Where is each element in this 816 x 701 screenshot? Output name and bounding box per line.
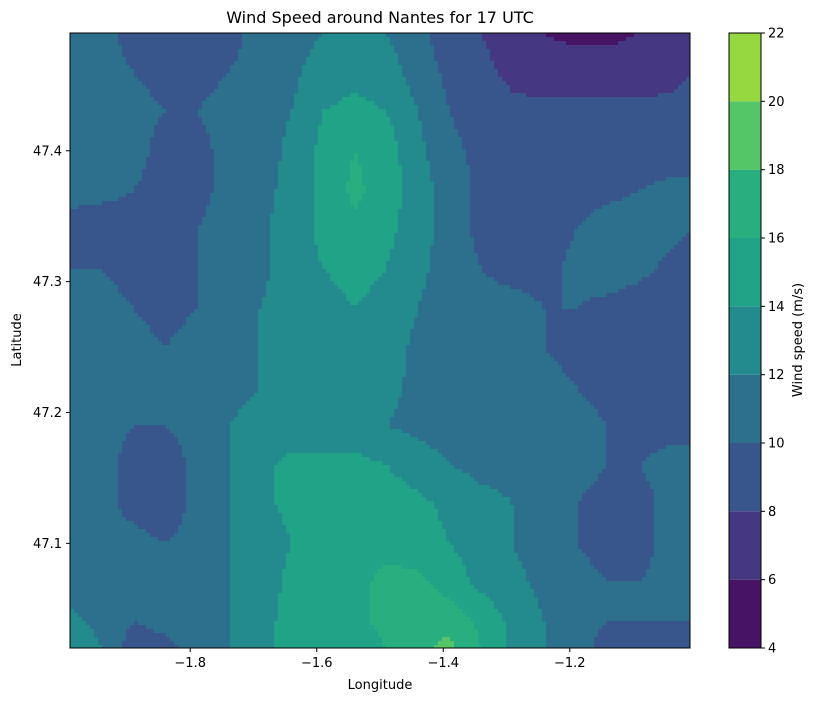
x-tick-label: −1.2: [554, 656, 586, 671]
y-tick-label: 47.3: [33, 275, 62, 290]
colorbar-segment: [729, 101, 761, 170]
colorbar-segment: [729, 33, 761, 102]
colorbar-segment: [729, 579, 761, 648]
colorbar-segment: [729, 374, 761, 443]
contour-band-14-16: [274, 93, 506, 648]
contour-band-10-12: [70, 33, 690, 648]
x-tick-label: −1.4: [427, 656, 459, 671]
x-tick-label: −1.6: [301, 656, 333, 671]
colorbar-tick-label: 18: [768, 163, 785, 178]
contour-band-18-20: [434, 637, 454, 648]
colorbar-tick-label: 12: [768, 368, 785, 383]
contour-band-6-8: [482, 33, 690, 97]
plot-frame: [69, 32, 691, 649]
colorbar-tick-label: 16: [768, 232, 785, 247]
y-axis-label: Latitude: [10, 313, 25, 367]
colorbar-segment: [729, 169, 761, 238]
x-tick-label: −1.8: [174, 656, 206, 671]
colorbar-segment: [729, 443, 761, 512]
colorbar-tick-label: 14: [768, 300, 785, 315]
y-tick-label: 47.4: [33, 144, 62, 159]
y-tick-label: 47.1: [33, 537, 62, 552]
y-tick-label: 47.2: [33, 406, 62, 421]
colorbar-tick-label: 22: [768, 27, 785, 42]
colorbar-segment: [729, 306, 761, 375]
y-axis: 47.1 47.2 47.3 47.4: [33, 144, 70, 552]
contour-band-12-14: [70, 33, 546, 648]
colorbar-frame: [728, 32, 762, 649]
x-axis-label: Longitude: [348, 678, 413, 693]
colorbar-label: Wind speed (m/s): [791, 283, 806, 397]
chart-title: Wind Speed around Nantes for 17 UTC: [226, 8, 534, 27]
contour-band-8-10: [70, 33, 690, 648]
colorbar-tick-label: 4: [768, 642, 776, 657]
colorbar-tick-label: 20: [768, 95, 785, 110]
plot-area: [70, 33, 690, 648]
colorbar-segment: [729, 511, 761, 580]
colorbar-tick-label: 10: [768, 437, 785, 452]
colorbar-tick-label: 6: [768, 573, 776, 588]
x-axis: −1.8 −1.6 −1.4 −1.2: [174, 648, 586, 671]
colorbar-segment: [729, 238, 761, 307]
colorbar-tick-label: 8: [768, 505, 776, 520]
colorbar: 4 6 8 10 12 14 16 18 20 22: [728, 27, 785, 657]
contour-band-4-6: [546, 33, 634, 45]
